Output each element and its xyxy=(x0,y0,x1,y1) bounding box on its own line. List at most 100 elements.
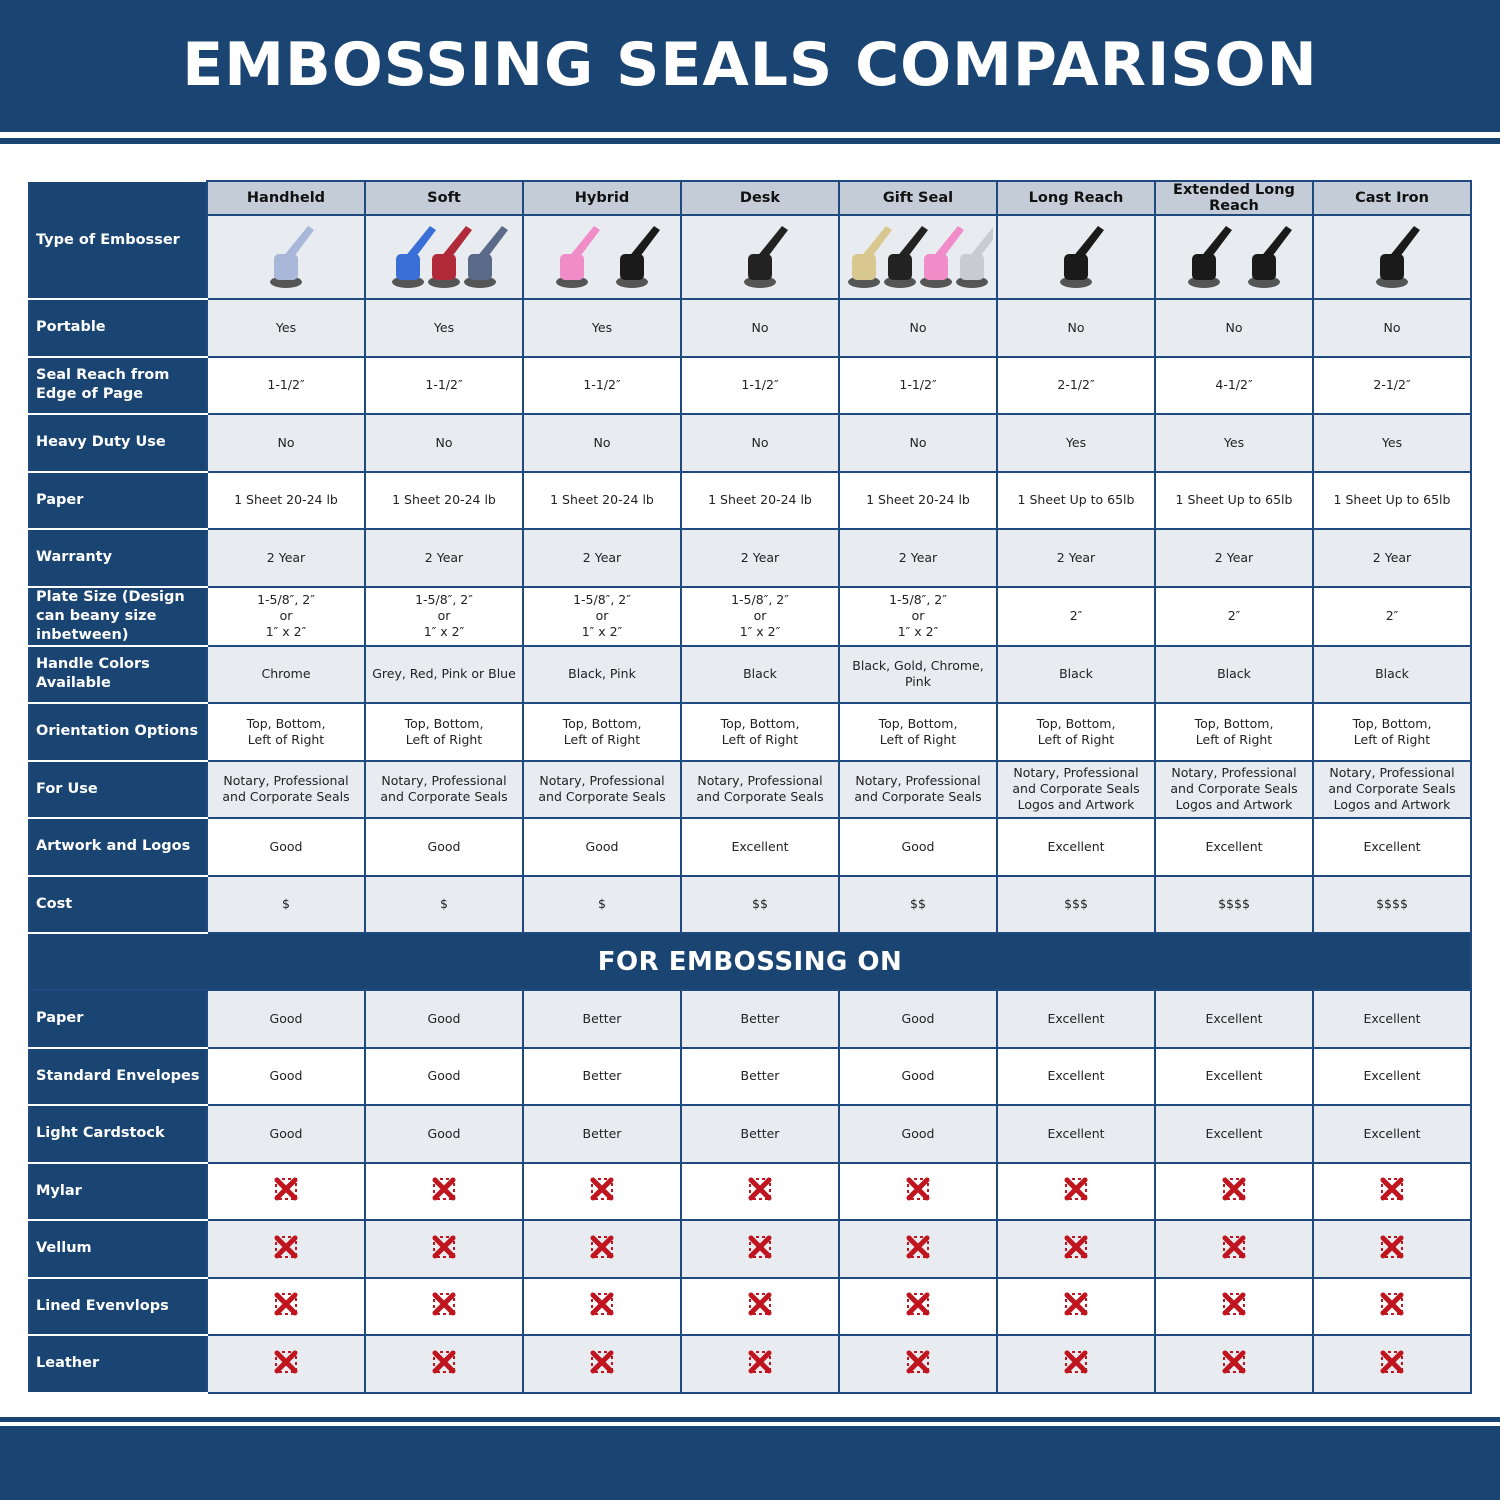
cell: 2 Year xyxy=(996,528,1156,588)
cell: Yes xyxy=(1312,413,1472,473)
cell: Top, Bottom, Left of Right xyxy=(522,702,682,762)
cell xyxy=(1154,1334,1314,1394)
cell: 2 Year xyxy=(364,528,524,588)
cell: Good xyxy=(206,1046,366,1106)
cell: Notary, Professional and Corporate Seals xyxy=(680,759,840,819)
x-icon xyxy=(747,1292,773,1320)
embosser-image xyxy=(206,214,366,300)
cell: Notary, Professional and Corporate Seals… xyxy=(1154,759,1314,819)
cell: Yes xyxy=(996,413,1156,473)
cell: Excellent xyxy=(996,1104,1156,1164)
table-row: Lined Evenvlops xyxy=(28,1276,1472,1336)
x-icon xyxy=(1379,1292,1405,1320)
row-label: Paper xyxy=(28,989,208,1049)
cell: Notary, Professional and Corporate Seals xyxy=(522,759,682,819)
table-row: Orientation Options Top, Bottom, Left of … xyxy=(28,702,1472,762)
x-icon xyxy=(589,1292,615,1320)
cell xyxy=(680,1276,840,1336)
embosser-image xyxy=(1312,214,1472,300)
row-label: Heavy Duty Use xyxy=(28,413,208,473)
x-icon xyxy=(1221,1292,1247,1320)
cell xyxy=(1312,1219,1472,1279)
table-row: Seal Reach from Edge of Page 1-1/2″ 1-1/2″… xyxy=(28,355,1472,415)
cell: Excellent xyxy=(996,1046,1156,1106)
cell: 1 Sheet 20-24 lb xyxy=(206,470,366,530)
embosser-image xyxy=(522,214,682,300)
section-title: FOR EMBOSSING ON xyxy=(28,932,1472,991)
cell: Excellent xyxy=(996,989,1156,1049)
x-icon xyxy=(1221,1177,1247,1205)
x-icon xyxy=(273,1350,299,1378)
x-icon xyxy=(273,1292,299,1320)
cell xyxy=(364,1219,524,1279)
row-label: Artwork and Logos xyxy=(28,817,208,877)
table-row: Standard Envelopes Good Good Better Better Go… xyxy=(28,1046,1472,1106)
cell: Top, Bottom, Left of Right xyxy=(838,702,998,762)
cell: $ xyxy=(364,874,524,934)
page-title: EMBOSSING SEALS COMPARISON xyxy=(0,0,1500,132)
cell: Excellent xyxy=(1312,817,1472,877)
cell: 1 Sheet Up to 65lb xyxy=(996,470,1156,530)
cell: 1-1/2″ xyxy=(680,355,840,415)
cell: Good xyxy=(838,1104,998,1164)
cell xyxy=(1312,1161,1472,1221)
cell: $ xyxy=(522,874,682,934)
cell: 1 Sheet Up to 65lb xyxy=(1312,470,1472,530)
cell: Yes xyxy=(364,298,524,358)
embosser-icon xyxy=(744,226,788,288)
column-header: Extended Long Reach xyxy=(1154,180,1314,216)
cell: Good xyxy=(206,1104,366,1164)
cell: $$$$ xyxy=(1312,874,1472,934)
x-icon xyxy=(905,1235,931,1263)
cell: Good xyxy=(364,1046,524,1106)
embosser-icon xyxy=(392,226,436,288)
row-label: Portable xyxy=(28,298,208,358)
cell: 1-1/2″ xyxy=(522,355,682,415)
cell: Good xyxy=(522,817,682,877)
embosser-icon xyxy=(464,226,508,288)
cell: Better xyxy=(680,1104,840,1164)
x-icon xyxy=(1063,1292,1089,1320)
cell: 2″ xyxy=(996,585,1156,647)
cell: 1 Sheet 20-24 lb xyxy=(364,470,524,530)
row-label: Warranty xyxy=(28,528,208,588)
cell: Black, Pink xyxy=(522,644,682,704)
x-icon xyxy=(1063,1350,1089,1378)
column-header: Gift Seal xyxy=(838,180,998,216)
cell xyxy=(522,1276,682,1336)
cell xyxy=(680,1219,840,1279)
cell: Excellent xyxy=(680,817,840,877)
embosser-icon xyxy=(1188,226,1232,288)
table-row: Warranty 2 Year 2 Year 2 Year 2 Year 2 Year 2 … xyxy=(28,528,1472,588)
table-row: Artwork and Logos Good Good Good Excellent Go… xyxy=(28,817,1472,877)
cell: Good xyxy=(838,817,998,877)
cell: 2 Year xyxy=(1154,528,1314,588)
embosser-icon xyxy=(884,226,928,288)
cell xyxy=(838,1276,998,1336)
embosser-image xyxy=(364,214,524,300)
x-icon xyxy=(905,1350,931,1378)
cell: No xyxy=(206,413,366,473)
cell xyxy=(206,1219,366,1279)
x-icon xyxy=(589,1177,615,1205)
cell: Black xyxy=(680,644,840,704)
x-icon xyxy=(1379,1235,1405,1263)
embosser-icon xyxy=(1376,226,1420,288)
cell: Chrome xyxy=(206,644,366,704)
cell: 1-5/8″, 2″ or 1″ x 2″ xyxy=(522,585,682,647)
cell: Better xyxy=(522,1046,682,1106)
cell: 2 Year xyxy=(206,528,366,588)
cell: 1 Sheet Up to 65lb xyxy=(1154,470,1314,530)
cell xyxy=(522,1161,682,1221)
cell xyxy=(1312,1276,1472,1336)
cell: 2 Year xyxy=(522,528,682,588)
cell: No xyxy=(996,298,1156,358)
cell: Better xyxy=(522,989,682,1049)
cell: 1 Sheet 20-24 lb xyxy=(680,470,840,530)
cell: 1-1/2″ xyxy=(364,355,524,415)
cell: 1 Sheet 20-24 lb xyxy=(522,470,682,530)
embosser-image xyxy=(1154,214,1314,300)
cell: 4-1/2″ xyxy=(1154,355,1314,415)
cell xyxy=(838,1219,998,1279)
cell: 1-5/8″, 2″ or 1″ x 2″ xyxy=(680,585,840,647)
